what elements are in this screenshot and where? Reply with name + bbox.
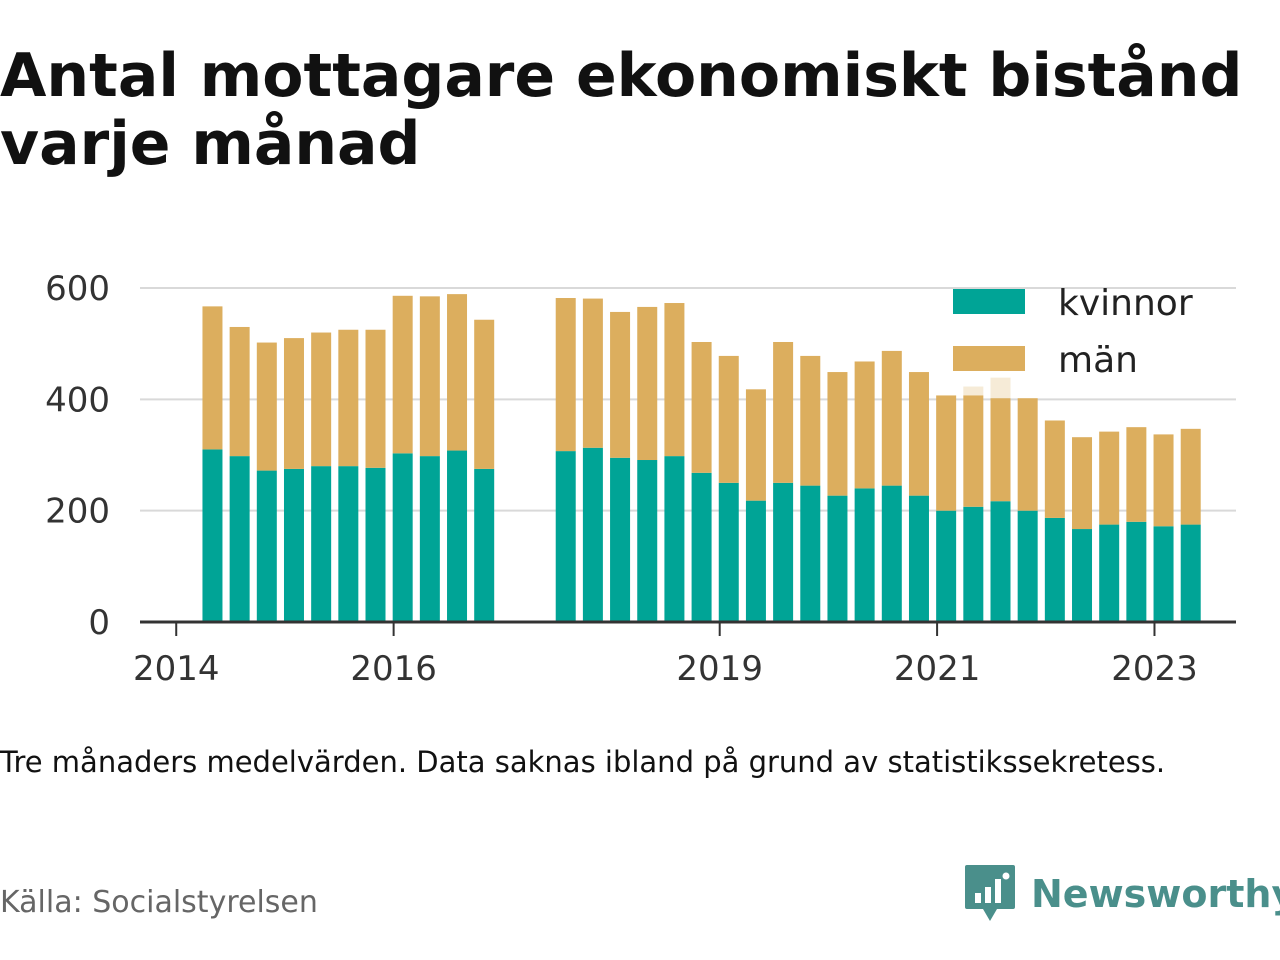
bar-kvinnor: [1126, 521, 1147, 622]
x-axis: 2014 2016 2019 2021 2023: [133, 620, 1236, 689]
bar-man-faded: [963, 386, 984, 396]
bar-kvinnor: [827, 495, 848, 622]
bar-man: [229, 326, 250, 457]
bar-man: [800, 355, 821, 486]
bar-kvinnor: [1044, 517, 1065, 622]
bar-man: [1099, 431, 1120, 525]
bar-man: [691, 341, 712, 473]
bar-man: [1126, 427, 1147, 522]
bar-man: [936, 395, 957, 511]
bar-kvinnor: [773, 482, 794, 622]
legend: kvinnor män: [953, 283, 1193, 381]
x-tick-label: 2014: [133, 649, 220, 689]
bar-kvinnor: [745, 500, 766, 622]
chart-title: Antal mottagare ekonomiskt bistånd varje…: [0, 41, 1243, 179]
bar-man: [990, 398, 1011, 502]
legend-label-kvinnor: kvinnor: [1058, 283, 1193, 324]
bar-man: [474, 319, 495, 469]
bar-kvinnor: [474, 468, 495, 622]
bar-man: [610, 311, 631, 458]
bar-man: [908, 372, 929, 496]
bar-kvinnor: [664, 456, 685, 622]
bar-kvinnor: [311, 466, 332, 622]
chart-note: Tre månaders medelvärden. Data saknas ib…: [0, 745, 1166, 779]
bar-kvinnor: [1153, 526, 1174, 622]
y-axis-ticks: 0 200 400 600: [45, 269, 110, 643]
y-tick-label: 0: [88, 603, 110, 643]
bar-kvinnor: [1099, 524, 1120, 622]
legend-swatch-kvinnor: [953, 289, 1025, 314]
bar-kvinnor: [800, 485, 821, 622]
y-tick-label: 400: [45, 380, 110, 420]
bar-man: [664, 303, 685, 457]
bar-man: [718, 355, 739, 483]
bar-man: [555, 298, 576, 452]
bar-man: [963, 395, 984, 507]
bar-man: [338, 329, 359, 467]
bar-kvinnor: [582, 447, 603, 622]
newsworthy-logo-icon: [965, 865, 1015, 921]
bar-man-faded: [990, 377, 1011, 399]
bar-kvinnor: [990, 501, 1011, 622]
x-tick-label: 2023: [1111, 649, 1198, 689]
bars: [202, 294, 1201, 622]
bar-man: [854, 361, 875, 489]
bar-man: [1180, 428, 1201, 525]
bar-kvinnor: [637, 460, 658, 622]
bar-man: [773, 341, 794, 483]
bar-kvinnor: [229, 456, 250, 622]
y-tick-label: 600: [45, 269, 110, 309]
bar-kvinnor: [691, 472, 712, 622]
bar-kvinnor: [1072, 529, 1093, 622]
bar-man: [827, 372, 848, 496]
bar-kvinnor: [610, 457, 631, 622]
bar-kvinnor: [338, 466, 359, 622]
bar-man: [202, 306, 223, 450]
bar-kvinnor: [202, 449, 223, 622]
bar-kvinnor: [936, 510, 957, 622]
bar-man: [392, 295, 413, 454]
legend-swatch-man: [953, 346, 1025, 371]
bar-kvinnor: [555, 451, 576, 622]
bar-kvinnor: [908, 495, 929, 622]
bar-man: [745, 389, 766, 501]
bar-man: [881, 350, 902, 486]
bar-man: [1153, 434, 1174, 527]
bar-kvinnor: [365, 467, 386, 622]
bar-man: [1017, 398, 1038, 511]
bar-kvinnor: [1017, 510, 1038, 622]
bar-chart: 0 200 400 600 2014 2016 2019 2021 2023 kvinnor …: [45, 269, 1236, 689]
x-tick-label: 2019: [676, 649, 763, 689]
bar-kvinnor: [392, 453, 413, 622]
source-label: Källa: Socialstyrelsen: [0, 885, 318, 920]
bar-man: [582, 298, 603, 448]
bar-kvinnor: [419, 456, 440, 622]
bar-man: [365, 329, 386, 468]
newsworthy-brand[interactable]: Newsworthy: [963, 862, 1280, 926]
legend-label-man: män: [1058, 340, 1138, 381]
bar-kvinnor: [881, 485, 902, 622]
bar-kvinnor: [1180, 524, 1201, 622]
x-tick-label: 2016: [350, 649, 437, 689]
bar-kvinnor: [447, 450, 468, 622]
bar-kvinnor: [256, 470, 277, 622]
x-tick-label: 2021: [894, 649, 981, 689]
bar-kvinnor: [718, 482, 739, 622]
newsworthy-wordmark: Newsworthy: [1031, 872, 1280, 916]
y-tick-label: 200: [45, 492, 110, 532]
bar-man: [256, 342, 277, 471]
bar-kvinnor: [854, 488, 875, 622]
bar-man: [1072, 437, 1093, 530]
bar-kvinnor: [963, 506, 984, 622]
bar-man: [637, 306, 658, 461]
bar-kvinnor: [283, 468, 304, 622]
bar-man: [419, 296, 440, 457]
bar-man: [447, 294, 468, 451]
bar-man: [283, 338, 304, 469]
bar-man: [311, 332, 332, 467]
bar-man: [1044, 420, 1065, 518]
